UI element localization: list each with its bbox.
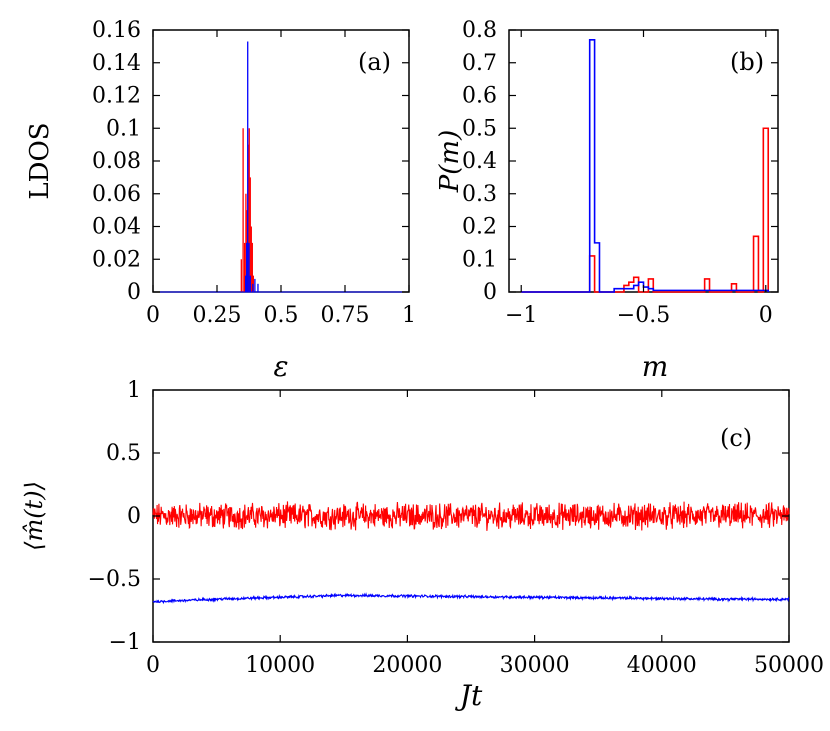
y-tick-label-a: 0.14 — [92, 51, 141, 76]
y-tick-label-c: −1 — [109, 630, 141, 655]
panel-a-marks — [153, 41, 409, 293]
panel-a: 0 0.25 0.5 0.75 1 0 0.02 0.04 0.06 0.08 0.1 0.12 0.1… — [25, 18, 416, 383]
y-tick-label-a: 0.06 — [92, 182, 141, 207]
y-tick-label-b: 0.3 — [462, 182, 497, 207]
x-tick-label-c: 30000 — [500, 653, 570, 678]
y-tick-label-b: 0.5 — [462, 116, 497, 141]
panel-b-ylabel: P(m) — [435, 130, 465, 193]
c-series-0-line — [152, 501, 790, 531]
panel-a-ticks: 0 0.25 0.5 0.75 1 0 0.02 0.04 0.06 0.08 0.1 0.12 0.1… — [92, 18, 416, 328]
y-tick-label-a: 0.12 — [92, 84, 141, 109]
panel-c-label: (c) — [720, 424, 752, 452]
panel-b-marks — [521, 39, 770, 293]
panel-c-marks — [152, 501, 790, 605]
y-tick-label-b: 0.2 — [462, 215, 497, 240]
panel-c-ticks: 0 10000 20000 30000 40000 50000 −1 −0.5 0 0.5 1 — [88, 378, 824, 678]
x-tick-label-c: 20000 — [372, 653, 442, 678]
x-tick-label-c: 40000 — [627, 653, 697, 678]
y-tick-label-a: 0.08 — [92, 149, 141, 174]
y-tick-label-c: 0.5 — [106, 441, 141, 466]
panel-b-xlabel: m — [642, 350, 669, 383]
panel-c-xlabel: Jt — [455, 679, 483, 712]
panel-a-label: (a) — [358, 48, 391, 76]
x-tick-label-b: −0.5 — [617, 303, 670, 328]
y-tick-label-b: 0.4 — [462, 149, 497, 174]
y-tick-label-b: 0.8 — [462, 18, 497, 43]
x-tick-label-a: 0.75 — [321, 303, 370, 328]
b-series-0-steps — [521, 127, 770, 293]
y-tick-label-b: 0 — [483, 280, 497, 305]
panel-b: −1 −0.5 0 0 0.1 0.2 0.3 0.4 0.5 0.6 0.7 0.8 (b) m P… — [435, 18, 779, 383]
panel-a-xlabel: ε — [273, 350, 288, 383]
y-tick-label-a: 0.04 — [92, 215, 141, 240]
panel-b-label: (b) — [730, 48, 764, 76]
x-tick-label-b: 0 — [759, 303, 773, 328]
y-tick-label-a: 0.02 — [92, 247, 141, 272]
y-tick-label-c: 0 — [127, 504, 141, 529]
y-tick-label-a: 0 — [127, 280, 141, 305]
x-tick-label-a: 0 — [146, 303, 160, 328]
x-tick-label-a: 1 — [402, 303, 416, 328]
x-tick-label-b: −1 — [505, 303, 537, 328]
panel-c: 0 10000 20000 30000 40000 50000 −1 −0.5 0 0.5 1 (c… — [20, 378, 824, 712]
x-tick-label-c: 50000 — [754, 653, 824, 678]
c-series-1-line — [152, 592, 790, 605]
panel-c-ylabel: ⟨m̂(t)⟩ — [20, 481, 48, 551]
y-tick-label-b: 0.7 — [462, 51, 497, 76]
y-tick-label-c: −0.5 — [88, 567, 141, 592]
x-tick-label-a: 0.25 — [193, 303, 242, 328]
panel-b-ticks: −1 −0.5 0 0 0.1 0.2 0.3 0.4 0.5 0.6 0.7 0.8 — [462, 18, 778, 328]
y-tick-label-a: 0.1 — [106, 116, 141, 141]
y-tick-label-b: 0.6 — [462, 84, 497, 109]
b-series-1-steps — [521, 39, 770, 293]
x-tick-label-a: 0.5 — [264, 303, 299, 328]
panel-a-ylabel: LDOS — [25, 122, 55, 199]
x-tick-label-c: 0 — [146, 653, 160, 678]
y-tick-label-a: 0.16 — [92, 18, 141, 43]
y-tick-label-c: 1 — [127, 378, 141, 403]
y-tick-label-b: 0.1 — [462, 247, 497, 272]
x-tick-label-c: 10000 — [245, 653, 315, 678]
